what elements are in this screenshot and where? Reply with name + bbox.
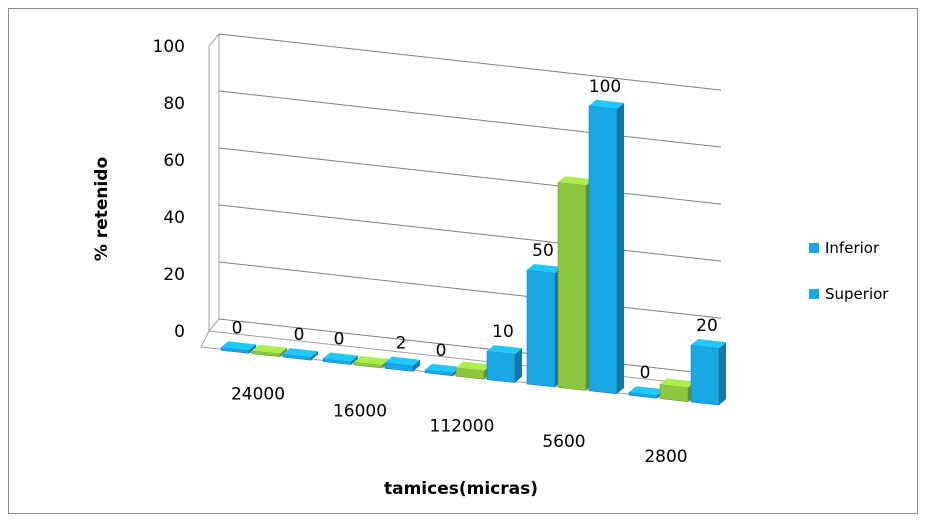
y-tick-label: 40 [163, 208, 185, 228]
bar-superior-112000 [486, 350, 516, 383]
bar-top [558, 176, 593, 186]
legend-label-superior: Superior [825, 285, 889, 303]
legend-swatch-superior [809, 289, 819, 299]
legend-item-inferior: Inferior [809, 237, 888, 259]
y-tick-label: 80 [163, 94, 185, 114]
data-label: 0 [436, 341, 447, 361]
bar-top [629, 386, 664, 396]
y-tick-label: 60 [163, 151, 185, 171]
data-label: 10 [492, 322, 514, 342]
y-tick-label: 0 [174, 322, 185, 342]
gridline [218, 90, 722, 148]
bar-side [280, 347, 287, 357]
bar-side [719, 342, 726, 406]
bar-top [487, 345, 522, 355]
bar-top [691, 339, 726, 349]
bar-side [413, 359, 420, 372]
gridline [218, 33, 722, 91]
y-tick-label: 100 [153, 37, 185, 57]
bar-top [221, 341, 256, 351]
data-label: 0 [640, 363, 651, 383]
legend: Inferior Superior [809, 237, 888, 329]
data-label: 2 [396, 334, 407, 354]
x-tick-label: 5600 [542, 432, 585, 452]
bar-top [252, 344, 287, 354]
bars [220, 99, 726, 406]
bar-top [425, 363, 460, 373]
y-tick-label: 20 [163, 265, 185, 285]
data-label: 20 [696, 316, 718, 336]
data-label: 0 [232, 318, 243, 338]
gridline [218, 261, 722, 319]
bar-superior-2800 [690, 344, 720, 406]
gridline [218, 204, 722, 262]
legend-swatch-inferior [809, 243, 819, 253]
x-tick-label: 112000 [430, 417, 495, 437]
bar-inferior-5600 [526, 269, 556, 388]
bar-side [351, 355, 358, 365]
bar-top [354, 355, 389, 366]
legend-label-inferior: Inferior [825, 239, 880, 257]
x-axis-ticks: 24000 16000 112000 5600 2800 [231, 384, 688, 467]
x-tick-label: 24000 [231, 384, 285, 404]
data-label: 0 [294, 325, 305, 345]
bar-top [456, 361, 491, 371]
gridline [218, 147, 722, 205]
bar-superior-5600 [588, 105, 618, 395]
bar-top [323, 352, 358, 362]
x-axis-title: tamices(micras) [384, 479, 538, 499]
gridlines [218, 33, 722, 376]
bar-side [311, 351, 318, 361]
bar-side [515, 348, 522, 383]
data-label: 0 [334, 330, 345, 350]
bar-side [249, 344, 256, 354]
bar-top [660, 378, 695, 388]
x-tick-label: 2800 [644, 447, 687, 467]
y-axis-ticks: 0 20 40 60 80 100 [153, 37, 185, 342]
y-axis-title: % retenido [92, 157, 112, 261]
legend-item-superior: Superior [809, 283, 888, 305]
data-label: 100 [589, 77, 621, 97]
bar-series-2-5600 [557, 181, 587, 391]
x-tick-label: 16000 [333, 401, 387, 421]
data-label: 50 [532, 241, 554, 261]
bar-top [527, 263, 562, 274]
bar-top [283, 348, 318, 358]
gridline [218, 318, 722, 376]
bar-side [617, 102, 624, 394]
side-wall [208, 32, 220, 333]
bar-top [385, 356, 420, 366]
bar-top [589, 99, 624, 109]
